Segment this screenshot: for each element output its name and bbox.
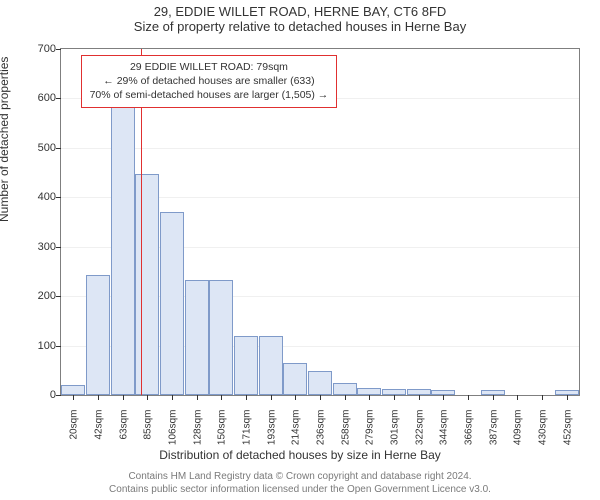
x-tick-label: 85sqm: [143, 410, 154, 450]
y-tick: [56, 296, 61, 297]
y-tick: [56, 346, 61, 347]
histogram-bar: [357, 388, 381, 395]
x-tick-label: 236sqm: [316, 410, 327, 450]
x-tick: [221, 395, 222, 400]
x-tick: [345, 395, 346, 400]
x-tick-label: 171sqm: [242, 410, 253, 450]
legend-box: 29 EDDIE WILLET ROAD: 79sqm ← 29% of det…: [81, 55, 338, 108]
x-tick: [419, 395, 420, 400]
x-tick: [517, 395, 518, 400]
x-tick-label: 452sqm: [562, 410, 573, 450]
y-tick: [56, 395, 61, 396]
x-tick-label: 258sqm: [340, 410, 351, 450]
title-block: 29, EDDIE WILLET ROAD, HERNE BAY, CT6 8F…: [0, 4, 600, 34]
histogram-bar: [259, 336, 283, 395]
histogram-bar: [234, 336, 258, 395]
footer-attribution: Contains HM Land Registry data © Crown c…: [0, 470, 600, 496]
legend-line3: 70% of semi-detached houses are larger (…: [90, 88, 329, 102]
x-tick-label: 150sqm: [217, 410, 228, 450]
x-tick: [98, 395, 99, 400]
x-tick: [123, 395, 124, 400]
x-tick: [443, 395, 444, 400]
x-tick: [567, 395, 568, 400]
histogram-bar: [135, 174, 159, 395]
x-tick-label: 42sqm: [94, 410, 105, 450]
y-tick-label: 0: [16, 389, 56, 401]
y-tick: [56, 98, 61, 99]
x-tick-label: 20sqm: [69, 410, 80, 450]
chart-title-line1: 29, EDDIE WILLET ROAD, HERNE BAY, CT6 8F…: [0, 4, 600, 19]
chart-title-line2: Size of property relative to detached ho…: [0, 19, 600, 34]
x-tick: [493, 395, 494, 400]
x-axis-label: Distribution of detached houses by size …: [0, 448, 600, 462]
y-tick: [56, 197, 61, 198]
footer-line1: Contains HM Land Registry data © Crown c…: [0, 470, 600, 483]
x-tick-label: 128sqm: [192, 410, 203, 450]
y-tick-label: 100: [16, 340, 56, 352]
x-tick-label: 279sqm: [365, 410, 376, 450]
y-tick-label: 700: [16, 43, 56, 55]
y-tick-label: 400: [16, 191, 56, 203]
x-tick-label: 387sqm: [488, 410, 499, 450]
x-tick-label: 344sqm: [439, 410, 450, 450]
legend-line2: ← 29% of detached houses are smaller (63…: [90, 74, 329, 88]
x-tick: [147, 395, 148, 400]
y-tick: [56, 148, 61, 149]
plot-area: 29 EDDIE WILLET ROAD: 79sqm ← 29% of det…: [60, 48, 580, 396]
x-tick-label: 409sqm: [513, 410, 524, 450]
x-tick: [246, 395, 247, 400]
histogram-bar: [283, 363, 307, 395]
x-tick: [73, 395, 74, 400]
x-tick-label: 106sqm: [168, 410, 179, 450]
y-tick-label: 500: [16, 142, 56, 154]
chart-container: 29, EDDIE WILLET ROAD, HERNE BAY, CT6 8F…: [0, 0, 600, 500]
histogram-bar: [185, 280, 209, 395]
histogram-bar: [333, 383, 357, 395]
x-tick: [271, 395, 272, 400]
x-tick-label: 214sqm: [291, 410, 302, 450]
legend-line1: 29 EDDIE WILLET ROAD: 79sqm: [90, 60, 329, 74]
y-tick: [56, 247, 61, 248]
histogram-bar: [160, 212, 184, 395]
x-tick: [197, 395, 198, 400]
x-tick-label: 193sqm: [266, 410, 277, 450]
y-tick: [56, 49, 61, 50]
histogram-bar: [61, 385, 85, 395]
x-tick: [320, 395, 321, 400]
y-tick-label: 300: [16, 241, 56, 253]
x-tick: [542, 395, 543, 400]
x-tick-label: 301sqm: [390, 410, 401, 450]
footer-line2: Contains public sector information licen…: [0, 483, 600, 496]
x-tick: [295, 395, 296, 400]
x-tick: [394, 395, 395, 400]
histogram-bar: [111, 96, 135, 395]
x-tick-label: 322sqm: [414, 410, 425, 450]
x-tick: [369, 395, 370, 400]
y-tick-label: 200: [16, 290, 56, 302]
x-tick-label: 430sqm: [538, 410, 549, 450]
histogram-bar: [308, 371, 332, 395]
histogram-bar: [86, 275, 110, 395]
y-axis-label: Number of detached properties: [0, 57, 11, 222]
x-tick-label: 63sqm: [118, 410, 129, 450]
x-tick: [172, 395, 173, 400]
x-tick: [468, 395, 469, 400]
y-tick-label: 600: [16, 92, 56, 104]
gridline-h: [61, 148, 579, 149]
histogram-bar: [209, 280, 233, 395]
x-tick-label: 366sqm: [464, 410, 475, 450]
